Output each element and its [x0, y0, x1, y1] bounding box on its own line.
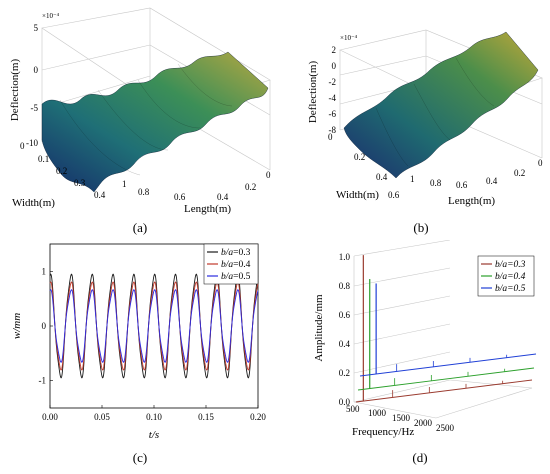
panel-a-ylabel: Length(m)	[184, 203, 231, 215]
panel-a-length-tick: 0.6	[174, 192, 186, 202]
panel-c-y-tick-label: 1	[42, 266, 47, 276]
panel-d-caption: (d)	[412, 450, 427, 465]
panel-b-z-tick: -2	[329, 77, 337, 87]
panel-b-length-tick: 0	[538, 158, 543, 168]
panel-a-length-tick: 0.2	[245, 182, 256, 192]
panel-d-x-tick: 2500	[436, 423, 455, 433]
panel-c-y-tick-label: 0	[42, 321, 47, 331]
panel-b-length-tick: 0.2	[514, 168, 525, 178]
panel-a-zlabel: Deflection(m)	[9, 59, 21, 122]
panel-a-xlabel: Width(m)	[12, 197, 55, 209]
panel-b-width-tick: 0	[328, 132, 333, 142]
panel-d-x-tick: 1500	[392, 413, 411, 423]
panel-a-width-tick: 0.1	[38, 154, 49, 164]
panel-d-spectra	[355, 255, 537, 403]
panel-b-z-tick: 2	[332, 45, 337, 55]
panel-d-legend-entry: b/a=0.5	[495, 284, 526, 294]
panel-a-width-tick: 0	[20, 141, 25, 151]
panel-d-x-tick: 500	[346, 404, 360, 414]
panel-a-width-tick: 0.4	[94, 190, 106, 200]
panel-c-legend-entry: b/a=0.3	[221, 248, 251, 258]
panel-a-width-tick: 0.3	[74, 178, 86, 188]
panel-d-z-tick: 1.0	[339, 252, 351, 262]
panel-d: 0.0 0.2 0.4 0.6 0.8 1.0 500 1000 1500 20…	[280, 239, 550, 469]
panel-c-ticks: 0.00 0.05 0.10 0.15 0.20 -1 0 1	[39, 266, 267, 422]
panel-b-surface	[343, 31, 539, 179]
panel-c-svg: 0.00 0.05 0.10 0.15 0.20 -1 0 1 b/a=0.3 b/a=0.4…	[11, 243, 267, 465]
panel-c-y-tick-label: -1	[39, 376, 47, 386]
panel-c-series-line	[49, 289, 259, 363]
panel-b-width-tick: 0.2	[354, 152, 365, 162]
panel-b-length-tick: 0.4	[486, 176, 498, 186]
panel-c-xlabel: t/s	[149, 429, 159, 441]
panel-a-length-tick: 0.4	[217, 192, 229, 202]
panel-b-scale-note: ×10⁻⁴	[340, 34, 358, 42]
panel-a-svg: 5 0 -5 -10 ×10⁻⁴ 0 0.1 0.2 0.3 0.4 0 0.2…	[9, 7, 271, 235]
panel-d-legend: b/a=0.3 b/a=0.4 b/a=0.5	[477, 255, 535, 297]
panel-c-caption: (c)	[133, 450, 147, 465]
panel-b-length-tick: 0.6	[456, 180, 468, 190]
panel-c-x-tick-label: 0.20	[250, 412, 266, 422]
panel-d-z-tick: 0.0	[339, 397, 351, 407]
panel-d-baseline	[355, 379, 533, 403]
panel-b-width-tick: 0.6	[388, 190, 400, 200]
panel-c-x-tick-label: 0.05	[94, 412, 110, 422]
panel-d-z-tick: 0.4	[339, 339, 351, 349]
panel-a-length-tick: 0	[266, 170, 271, 180]
panel-a-surface	[41, 51, 269, 193]
panel-d-legend-entry: b/a=0.4	[495, 272, 526, 282]
panel-d-baseline	[359, 353, 537, 377]
panel-c-x-tick-label: 0.15	[198, 412, 214, 422]
panel-d-z-tick: 0.6	[339, 310, 351, 320]
panel-b-xlabel: Width(m)	[336, 189, 379, 201]
panel-d-z-tick: 0.2	[339, 368, 350, 378]
panel-a-z-tick: 0	[34, 65, 39, 75]
panel-d-z-tick: 0.8	[339, 281, 351, 291]
panel-b-length-tick: 1	[410, 174, 415, 184]
panel-d-svg: 0.0 0.2 0.4 0.6 0.8 1.0 500 1000 1500 20…	[313, 239, 537, 465]
panel-c-x-tick-label: 0.10	[146, 412, 162, 422]
panel-b-z-tick: -8	[329, 125, 337, 135]
panel-b-caption: (b)	[413, 220, 428, 235]
panel-a-caption: (a)	[133, 220, 147, 235]
panel-a: 5 0 -5 -10 ×10⁻⁴ 0 0.1 0.2 0.3 0.4 0 0.2…	[0, 0, 280, 240]
panel-d-legend-entry: b/a=0.3	[495, 260, 526, 270]
panel-a-width-tick: 0.2	[56, 166, 67, 176]
panel-c-series-line	[49, 281, 259, 371]
panel-d-x-tick: 1000	[368, 408, 387, 418]
panel-a-length-tick: 0.8	[138, 187, 150, 197]
panel-b-z-tick: -4	[329, 93, 337, 103]
panel-a-scale-note: ×10⁻⁴	[42, 12, 60, 20]
panel-b-ylabel: Length(m)	[448, 195, 495, 207]
panel-b-width-tick: 0.4	[376, 172, 388, 182]
panel-b-zlabel: Deflection(m)	[307, 61, 319, 124]
panel-d-x-tick: 2000	[414, 418, 433, 428]
panel-b-z-tick: -6	[329, 109, 337, 119]
panel-a-z-tick: 5	[34, 23, 39, 33]
panel-a-z-tick: -5	[31, 103, 39, 113]
panel-c-legend-entry: b/a=0.4	[221, 260, 251, 270]
panel-c-lines	[49, 273, 259, 379]
panel-c: 0.00 0.05 0.10 0.15 0.20 -1 0 1 b/a=0.3 b/a=0.4…	[0, 240, 275, 469]
panel-d-xlabel: Frequency/Hz	[352, 426, 414, 438]
panel-b-z-tick: 0	[332, 61, 337, 71]
panel-c-legend: b/a=0.3 b/a=0.4 b/a=0.5	[203, 243, 259, 285]
panel-b: 2 0 -2 -4 -6 -8 ×10⁻⁴ 0 0.2 0.4 0.6 0 0.…	[280, 0, 550, 240]
panel-d-ylabel: Amplitude/mm	[313, 294, 325, 362]
panel-b-length-tick: 0.8	[430, 178, 442, 188]
panel-c-legend-entry: b/a=0.5	[221, 272, 251, 282]
panel-c-x-tick-label: 0.00	[42, 412, 58, 422]
panel-d-baseline	[357, 367, 535, 391]
panel-a-length-tick: 1	[122, 179, 127, 189]
panel-b-svg: 2 0 -2 -4 -6 -8 ×10⁻⁴ 0 0.2 0.4 0.6 0 0.…	[307, 29, 543, 235]
panel-c-ylabel: w/mm	[11, 313, 23, 339]
panel-a-z-tick: -10	[26, 138, 38, 148]
